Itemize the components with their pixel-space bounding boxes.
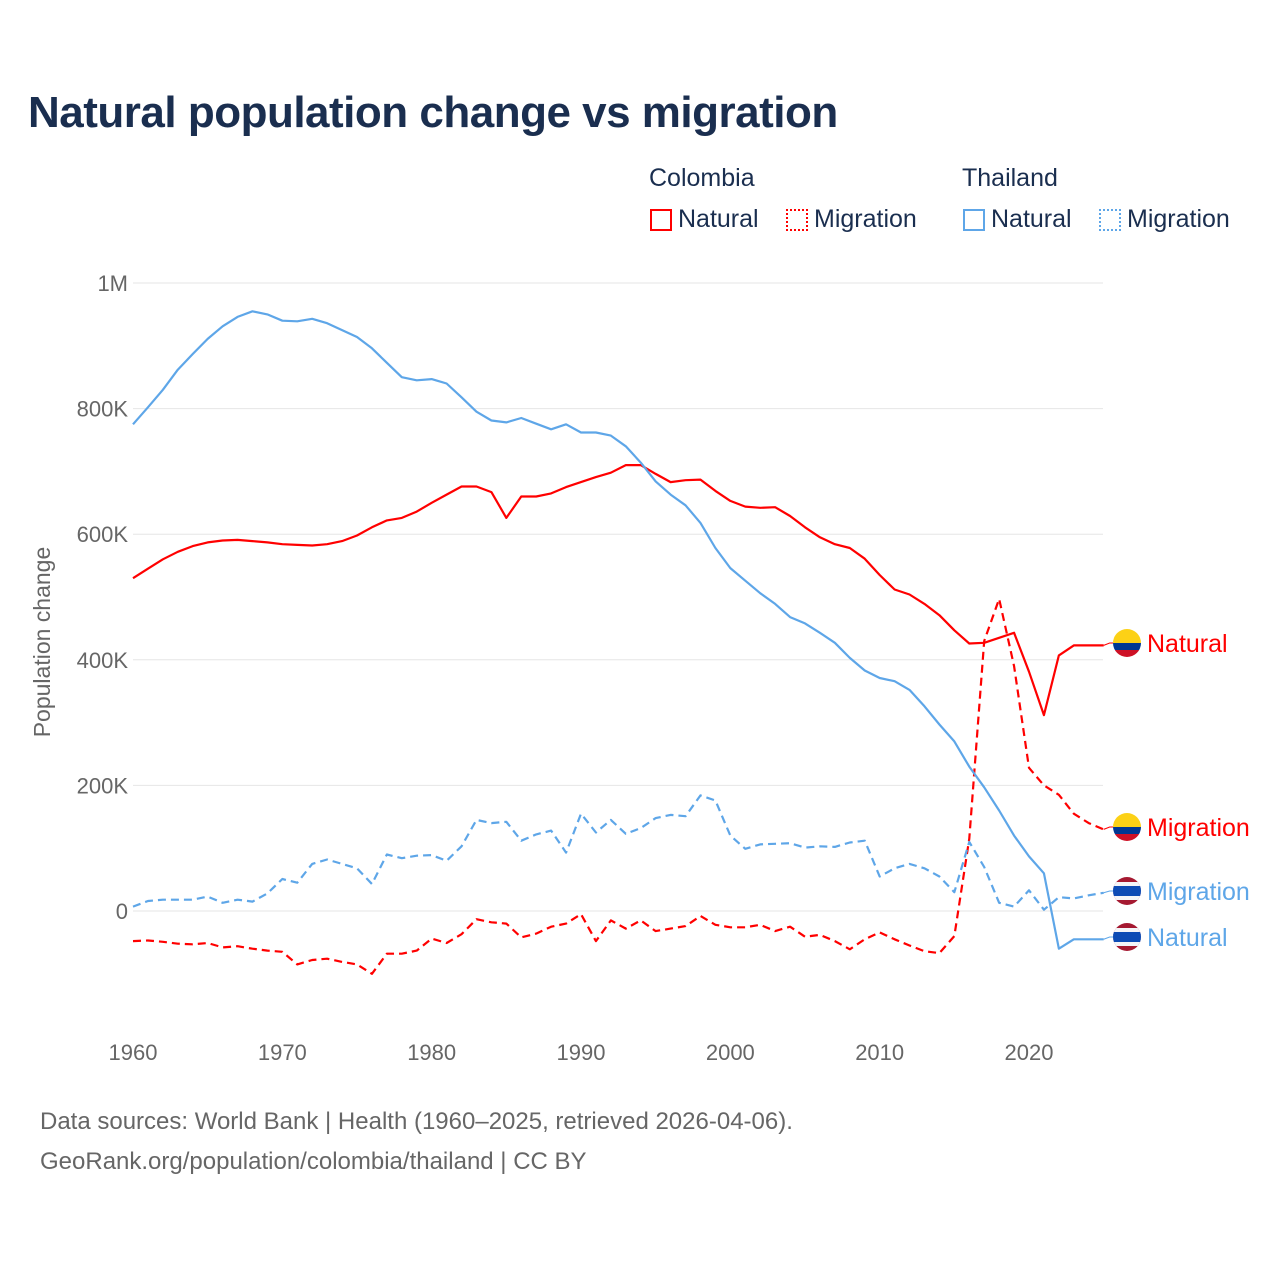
legend-group-colombia: Colombia [649, 164, 755, 192]
flag-stripe [1113, 886, 1141, 896]
flag-stripe [1113, 813, 1141, 827]
series-line-thailand-migration [132, 794, 1104, 911]
legend-label: Natural [678, 205, 759, 233]
leader-line [1103, 642, 1113, 646]
legend-swatch-dotted [1099, 208, 1121, 231]
y-axis-label: Population change [29, 547, 55, 738]
series-end-label: Migration [1147, 814, 1250, 842]
x-tick-label: 1990 [557, 1040, 606, 1065]
x-tick-label: 2000 [706, 1040, 755, 1065]
flag-stripe [1113, 932, 1141, 942]
colombia-flag-icon [1113, 629, 1141, 657]
legend-swatch-solid [963, 208, 985, 231]
y-tick-label: 1M [97, 271, 128, 296]
series-end-label: Migration [1147, 878, 1250, 906]
flag-stripe [1113, 827, 1141, 834]
footer-attribution: GeoRank.org/population/colombia/thailand… [40, 1148, 587, 1175]
legend-colombia-migration[interactable]: Migration [786, 205, 917, 234]
y-tick-label: 600K [77, 522, 129, 547]
thailand-flag-icon [1113, 923, 1141, 951]
x-tick-label: 1960 [109, 1040, 158, 1065]
flag-stripe [1113, 643, 1141, 650]
legend-swatch-dotted [786, 208, 808, 231]
series-line-colombia-migration [132, 597, 1105, 975]
thailand-flag-icon [1113, 877, 1141, 905]
series-line-thailand-natural [132, 310, 1104, 950]
y-tick-label: 400K [77, 648, 129, 673]
series-line-colombia-natural [132, 464, 1104, 717]
leader-line [1103, 890, 1113, 894]
flag-stripe [1113, 629, 1141, 643]
leader-line [1103, 826, 1113, 830]
series-end-label: Natural [1147, 924, 1228, 952]
y-tick-label: 800K [77, 397, 129, 422]
x-tick-label: 2010 [855, 1040, 904, 1065]
legend-thailand-migration[interactable]: Migration [1099, 205, 1230, 234]
x-tick-label: 1970 [258, 1040, 307, 1065]
legend-group-thailand: Thailand [962, 164, 1058, 192]
legend-label: Natural [991, 205, 1072, 233]
y-tick-label: 0 [116, 899, 128, 924]
flag-stripe [1113, 834, 1141, 841]
flag-stripe [1113, 650, 1141, 657]
legend-colombia-natural[interactable]: Natural [650, 205, 759, 234]
legend-label: Migration [1127, 205, 1230, 233]
legend-swatch-solid [650, 208, 672, 231]
x-tick-label: 1980 [407, 1040, 456, 1065]
series-end-label: Natural [1147, 630, 1228, 658]
legend-label: Migration [814, 205, 917, 233]
colombia-flag-icon [1113, 813, 1141, 841]
footer-sources: Data sources: World Bank | Health (1960–… [40, 1108, 793, 1135]
chart-title: Natural population change vs migration [28, 88, 838, 137]
leader-line [1103, 936, 1113, 940]
y-tick-label: 200K [77, 773, 129, 798]
legend-thailand-natural[interactable]: Natural [963, 205, 1072, 234]
x-tick-label: 2020 [1005, 1040, 1054, 1065]
